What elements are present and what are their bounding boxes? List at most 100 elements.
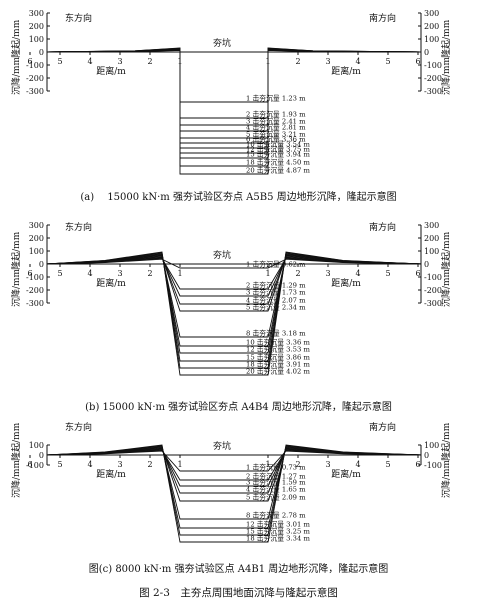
- settlement-label-3: 3 击夯沉量 1.59 m: [246, 478, 306, 487]
- right-y-tick-label: -100: [424, 61, 442, 70]
- right-y-label-down: 沉降/mm: [440, 459, 452, 498]
- left-y-tick-label: -200: [26, 286, 44, 295]
- right-x-tick-label: 6: [415, 460, 420, 469]
- caption-c: 图(c) 8000 kN·m 强夯试验区点 A4B1 周边地形沉降，隆起示意图: [88, 564, 389, 575]
- right-y-tick-label: 200: [424, 22, 439, 31]
- settlement-label-2: 2 击夯沉量 1.29 m: [246, 281, 306, 290]
- right-x-tick-label: 4: [355, 57, 360, 66]
- settlement-label-9: 15 击夯沉量 3.86 m: [246, 353, 310, 362]
- right-y-tick-label: -100: [424, 273, 442, 282]
- settlement-label-11: 20 击夯沉量 4.87 m: [246, 166, 310, 175]
- right-y-tick-label: 300: [424, 221, 439, 230]
- left-x-tick-label: 3: [117, 460, 122, 469]
- left-x-label: 距离/m: [96, 277, 126, 289]
- settlement-label-7: 12 击夯沉量 3.01 m: [246, 520, 310, 529]
- left-y-tick-label: -100: [26, 273, 44, 282]
- right-x-tick-label: 3: [325, 57, 330, 66]
- left-x-tick-label: 5: [57, 57, 62, 66]
- left-x-tick-label: 2: [147, 269, 152, 278]
- left-y-tick-label: 100: [29, 35, 44, 44]
- right-y-tick-label: -300: [424, 299, 442, 308]
- left-x-tick-label: 4: [87, 460, 92, 469]
- left-y-label-up: 隆起/mm: [10, 19, 22, 58]
- settlement-label-4: 4 击夯沉量 1.65 m: [246, 485, 306, 494]
- right-y-tick-label: 0: [424, 48, 429, 57]
- left-y-tick-label: 0: [39, 451, 44, 460]
- settlement-profile-10: [46, 252, 422, 369]
- settlement-label-7: 10 击夯沉量 3.54 m: [246, 140, 310, 149]
- settlement-label-7: 10 击夯沉量 3.36 m: [246, 338, 310, 347]
- settlement-label-6: 6 击夯沉量 3.36 m: [246, 135, 306, 144]
- settlement-label-6: 8 击夯沉量 3.18 m: [246, 329, 306, 338]
- left-x-tick-label: 2: [147, 460, 152, 469]
- right-x-label: 距离/m: [331, 277, 361, 289]
- settlement-profile-7: [46, 446, 422, 529]
- right-x-tick-label: 2: [295, 57, 300, 66]
- settlement-profile-2: [46, 49, 422, 119]
- left-x-label: 距离/m: [96, 65, 126, 77]
- settlement-label-8: 15 击夯沉量 3.25 m: [246, 527, 310, 536]
- settlement-label-10: 18 击夯沉量 4.50 m: [246, 158, 310, 167]
- right-y-tick-label: 100: [424, 441, 439, 450]
- settlement-label-9: 18 击夯沉量 3.34 m: [246, 534, 310, 543]
- diagram-b: 300 300 200 200 100 100 0 0 -100 -100 -200 -200 -300…: [10, 221, 452, 376]
- left-x-tick-label: 4: [87, 57, 92, 66]
- settlement-label-2: 2 击夯沉量 1.93 m: [246, 110, 306, 119]
- east-direction-label: 东方向: [65, 12, 92, 24]
- caption-a: (a) 15000 kN·m 强夯试验区夯点 A5B5 周边地形沉降，隆起示意图: [80, 192, 397, 203]
- pit-label: 夯坑: [213, 249, 231, 261]
- settlement-label-8: 12 击夯沉量 3.75 m: [246, 145, 310, 154]
- right-x-tick-label: 2: [295, 269, 300, 278]
- right-y-tick-label: 200: [424, 234, 439, 243]
- right-x-tick-label: 6: [415, 269, 420, 278]
- pit-label: 夯坑: [213, 440, 231, 452]
- settlement-label-3: 3 击夯沉量 1.73 m: [246, 288, 306, 297]
- right-y-tick-label: -200: [424, 74, 442, 83]
- left-y-tick-label: 300: [29, 9, 44, 18]
- right-y-label-up: 隆起/mm: [440, 19, 452, 58]
- right-x-tick-label: 6: [415, 57, 420, 66]
- left-x-tick-label: 5: [57, 460, 62, 469]
- right-x-tick-label: 5: [385, 57, 390, 66]
- left-x-tick-label: 2: [147, 57, 152, 66]
- left-x-tick-label: 5: [57, 269, 62, 278]
- left-x-tick-label: 3: [117, 269, 122, 278]
- left-y-label-down: 沉降/mm: [10, 459, 22, 498]
- settlement-profile-6: [46, 48, 422, 144]
- left-y-tick-label: 100: [29, 247, 44, 256]
- settlement-label-10: 18 击夯沉量 3.91 m: [246, 360, 310, 369]
- settlement-label-11: 20 击夯沉量 4.02 m: [246, 367, 310, 376]
- settlement-label-1: 1 击夯沉量 0.62 m: [246, 260, 306, 269]
- left-y-tick-label: -300: [26, 299, 44, 308]
- left-x-label: 距离/m: [96, 468, 126, 480]
- left-x-tick-label: 3: [117, 57, 122, 66]
- right-x-tick-label: 3: [325, 460, 330, 469]
- panel-a: 300 300 200 200 100 100 0 0 -100 -100 -200 -200 -300…: [0, 0, 477, 203]
- left-y-tick-label: -300: [26, 87, 44, 96]
- left-x-tick-label: 1: [177, 269, 182, 278]
- left-x-tick-label: 6: [27, 460, 32, 469]
- left-y-tick-label: 100: [29, 441, 44, 450]
- left-y-label-down: 沉降/mm: [10, 56, 22, 95]
- right-x-tick-label: 2: [295, 460, 300, 469]
- settlement-profile-8: [46, 445, 422, 536]
- left-y-tick-label: 0: [39, 48, 44, 57]
- east-direction-label: 东方向: [65, 421, 92, 433]
- right-y-tick-label: 300: [424, 9, 439, 18]
- right-y-tick-label: -100: [424, 461, 442, 470]
- south-direction-label: 南方向: [369, 12, 396, 24]
- right-x-tick-label: 3: [325, 269, 330, 278]
- settlement-profile-7: [46, 254, 422, 347]
- settlement-label-4: 4 击夯沉量 2.81 m: [246, 123, 306, 132]
- settlement-profile-9: [46, 252, 422, 362]
- right-x-tick-label: 1: [265, 460, 270, 469]
- right-y-tick-label: 100: [424, 247, 439, 256]
- right-x-tick-label: 1: [265, 269, 270, 278]
- left-x-tick-label: 1: [177, 460, 182, 469]
- settlement-label-1: 1 击夯沉量 1.23 m: [246, 94, 306, 103]
- settlement-label-5: 5 击夯沉量 3.21 m: [246, 130, 306, 139]
- panel-b: 300 300 200 200 100 100 0 0 -100 -100 -200 -200 -300…: [0, 212, 477, 413]
- left-y-label-down: 沉降/mm: [10, 268, 22, 307]
- settlement-label-8: 12 击夯沉量 3.53 m: [246, 345, 310, 354]
